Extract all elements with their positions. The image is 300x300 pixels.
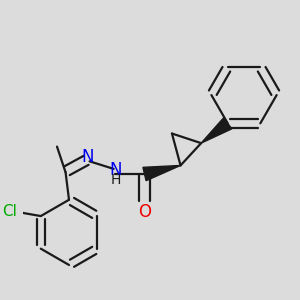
Polygon shape (201, 118, 232, 143)
Text: Cl: Cl (2, 204, 17, 219)
Polygon shape (143, 165, 181, 181)
Text: H: H (110, 173, 121, 187)
Text: N: N (82, 148, 94, 166)
Text: N: N (109, 161, 122, 179)
Text: O: O (138, 203, 151, 221)
